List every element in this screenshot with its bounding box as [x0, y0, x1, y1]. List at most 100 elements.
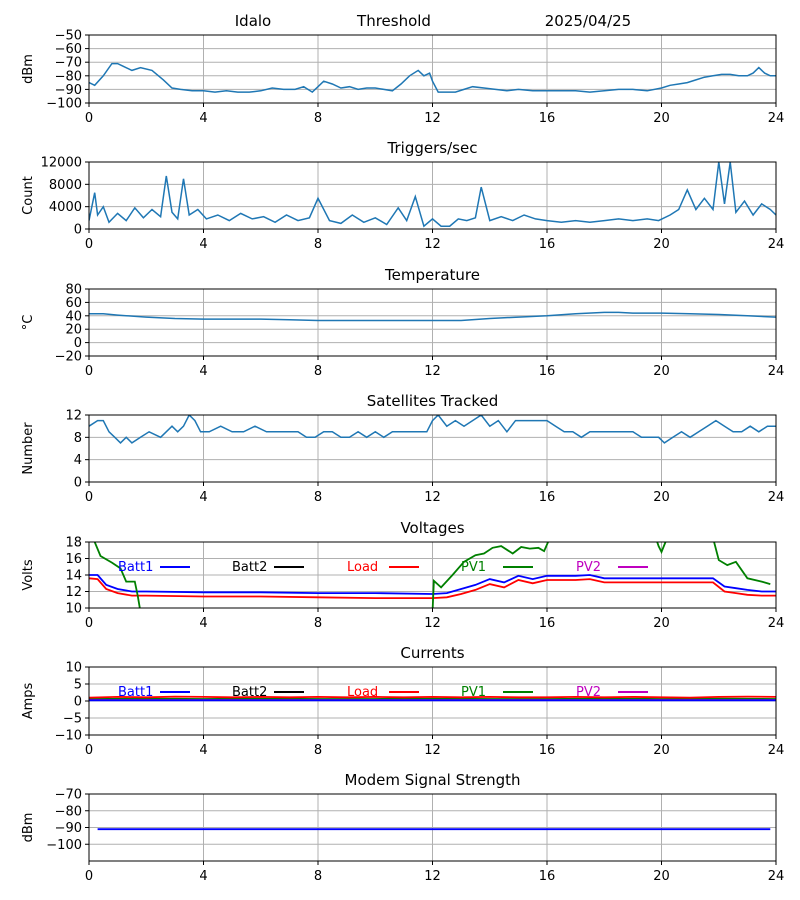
x-tick-label: 16 [539, 743, 556, 758]
series-line-batt1 [89, 574, 776, 595]
x-tick-label: 12 [424, 237, 441, 252]
legend-label-load: Load [347, 560, 378, 575]
x-tick-label: 4 [199, 237, 207, 252]
x-tick-label: 4 [199, 490, 207, 505]
chart-title: Currents [400, 644, 464, 662]
y-tick-label: −70 [55, 56, 82, 71]
x-tick-label: 4 [199, 616, 207, 631]
panel-modem: 0 4 8 12 16 20 24 −70−80 −90 −100 Modem Signal Str… [21, 771, 784, 884]
y-tick-label: 8000 [49, 178, 82, 193]
y-tick-label: 10 [65, 602, 82, 617]
x-tick-label: 12 [424, 111, 441, 126]
series-line-pv1 [93, 542, 771, 608]
y-tick-label: −80 [55, 69, 82, 84]
y-tick-label: −100 [46, 97, 82, 112]
y-tick-label: −60 [55, 42, 82, 57]
x-tick-label: 24 [768, 490, 785, 505]
y-tick-label: −10 [55, 729, 82, 744]
y-tick-label: 8 [74, 431, 82, 446]
x-tick-label: 20 [653, 364, 670, 379]
y-tick-label: 12 [65, 585, 82, 600]
y-axis-label: dBm [21, 54, 36, 84]
panel-threshold: 0 4 8 12 16 20 24 −50−60−70−80−90−100 dBm [21, 29, 784, 127]
y-tick-label: −80 [55, 804, 82, 819]
x-tick-label: 4 [199, 869, 207, 884]
y-tick-label: 18 [65, 536, 82, 551]
x-tick-label: 16 [539, 111, 556, 126]
x-tick-label: 16 [539, 869, 556, 884]
y-tick-label: −50 [55, 29, 82, 44]
y-tick-label: 4000 [49, 200, 82, 215]
x-tick-label: 20 [653, 616, 670, 631]
series-line-temperature [89, 311, 776, 322]
x-tick-label: 12 [424, 616, 441, 631]
y-axis-label: Count [21, 176, 36, 215]
y-tick-label: −90 [55, 821, 82, 836]
x-tick-label: 20 [653, 490, 670, 505]
header-station: Idalo [235, 12, 271, 30]
x-tick-label: 24 [768, 237, 785, 252]
legend-label-batt1: Batt1 [118, 560, 153, 575]
x-tick-label: 12 [424, 743, 441, 758]
y-tick-label: 10 [65, 661, 82, 676]
y-tick-label: 5 [74, 678, 82, 693]
x-tick-label: 8 [314, 869, 322, 884]
series-line-triggers [89, 162, 776, 228]
y-tick-label: −20 [55, 350, 82, 365]
y-tick-label: 0 [74, 476, 82, 491]
y-tick-label: 60 [65, 296, 82, 311]
y-tick-label: 14 [65, 569, 82, 584]
x-tick-label: 12 [424, 490, 441, 505]
legend-label-batt2: Batt2 [232, 560, 267, 575]
y-tick-label: −90 [55, 83, 82, 98]
x-tick-label: 0 [85, 869, 93, 884]
x-tick-label: 0 [85, 743, 93, 758]
y-tick-label: 4 [74, 453, 82, 468]
x-tick-label: 0 [85, 364, 93, 379]
y-tick-label: −100 [46, 838, 82, 853]
y-tick-label: −70 [55, 788, 82, 803]
series-line-threshold [89, 62, 776, 94]
x-tick-label: 4 [199, 111, 207, 126]
x-tick-label: 8 [314, 111, 322, 126]
y-tick-label: 16 [65, 552, 82, 567]
x-tick-label: 20 [653, 743, 670, 758]
x-tick-label: 16 [539, 237, 556, 252]
x-tick-label: 24 [768, 111, 785, 126]
y-axis-label: °C [21, 315, 36, 331]
header-threshold: Threshold [356, 12, 431, 30]
series-line-satellites [89, 415, 776, 444]
x-tick-label: 8 [314, 743, 322, 758]
legend-label-pv1: PV1 [461, 685, 486, 700]
y-tick-label: 20 [65, 323, 82, 338]
chart-title: Temperature [384, 266, 480, 284]
y-axis-label: Amps [21, 682, 36, 719]
chart-title: Triggers/sec [387, 139, 478, 157]
x-tick-label: 8 [314, 237, 322, 252]
x-tick-label: 0 [85, 490, 93, 505]
x-tick-label: 0 [85, 111, 93, 126]
chart-title: Modem Signal Strength [345, 771, 521, 789]
legend-label-batt1: Batt1 [118, 685, 153, 700]
x-tick-label: 12 [424, 869, 441, 884]
x-tick-label: 8 [314, 364, 322, 379]
y-axis-label: Volts [21, 559, 36, 591]
y-tick-label: 12 [65, 409, 82, 424]
panel-currents: 0 4 8 12 16 20 24 −10 −5 0 5 10 Currents Amps Batt1 Bat… [21, 644, 784, 758]
legend-label-pv1: PV1 [461, 560, 486, 575]
x-tick-label: 16 [539, 616, 556, 631]
legend-label-pv2: PV2 [576, 685, 601, 700]
y-tick-label: −5 [63, 712, 82, 727]
panel-satellites: 0 4 8 12 16 20 24 0 4 8 12 Satellites Tracked Number [21, 392, 784, 505]
x-tick-label: 16 [539, 364, 556, 379]
x-tick-label: 8 [314, 490, 322, 505]
x-tick-label: 0 [85, 616, 93, 631]
x-tick-label: 12 [424, 364, 441, 379]
x-tick-label: 8 [314, 616, 322, 631]
chart-title: Satellites Tracked [367, 392, 498, 410]
y-tick-label: 40 [65, 309, 82, 324]
y-tick-label: 0 [74, 223, 82, 238]
x-tick-label: 20 [653, 237, 670, 252]
x-tick-label: 0 [85, 237, 93, 252]
